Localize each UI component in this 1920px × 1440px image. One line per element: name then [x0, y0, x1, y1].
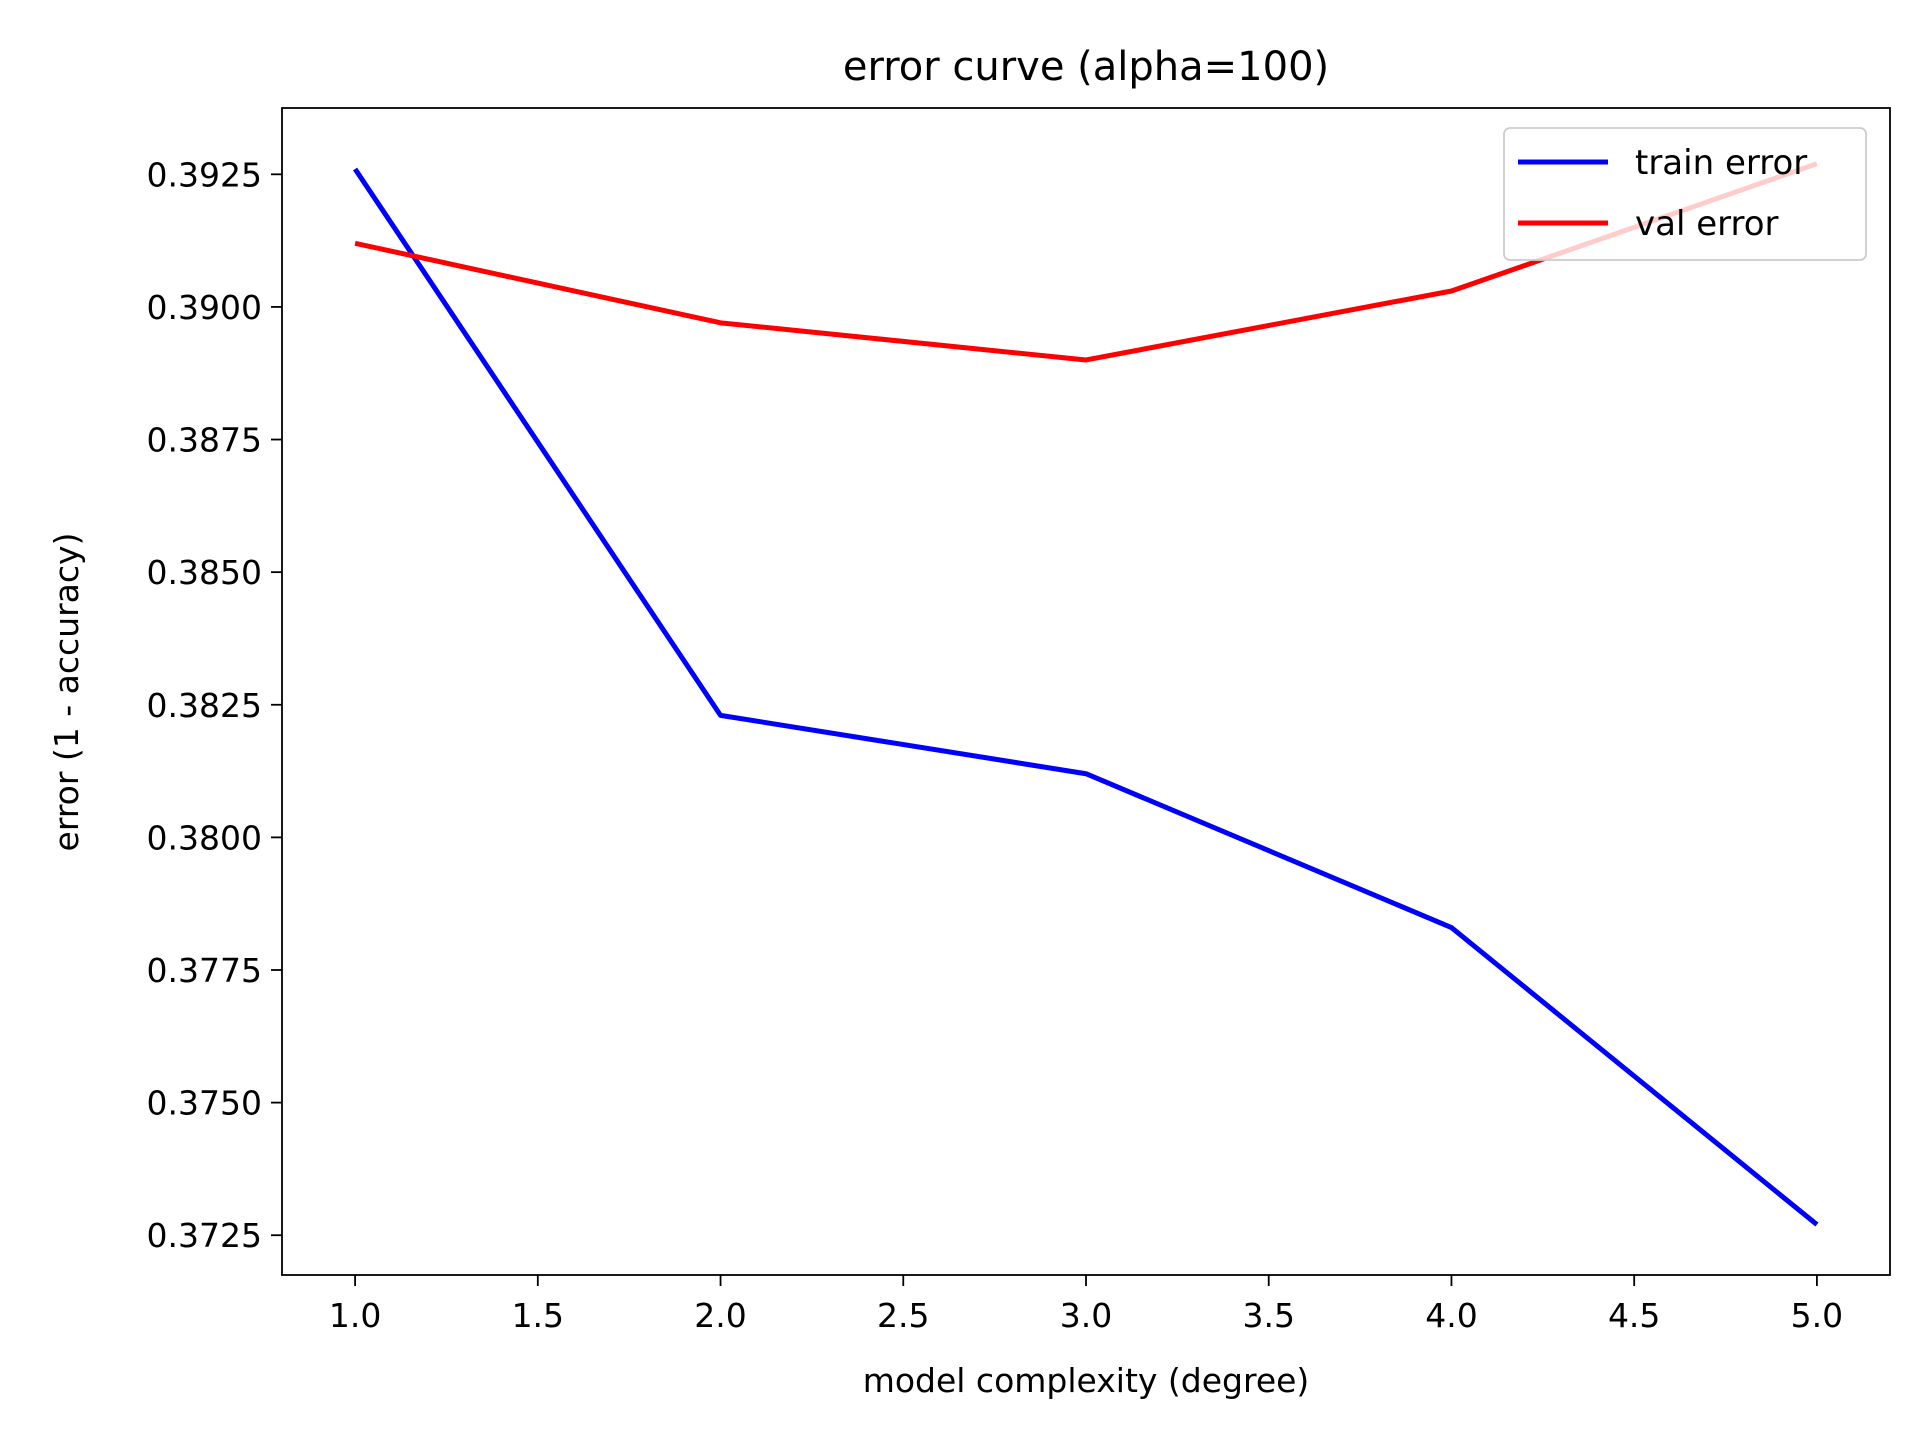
x-tick-label: 2.0 [694, 1296, 746, 1335]
data-point-val-error [353, 241, 358, 246]
legend: train error val error [1503, 127, 1867, 261]
x-axis-ticks: 1.0 1.5 2.0 2.5 3.0 3.5 4.0 4.5 5.0 [329, 1275, 1843, 1335]
chart-title: error curve (alpha=100) [843, 44, 1329, 90]
legend-label-train-error: train error [1635, 143, 1807, 183]
y-axis-ticks: 0.3725 0.3750 0.3775 0.3800 0.3825 0.3850 0.38… [147, 155, 282, 1255]
series-line-train-error [353, 167, 1819, 1227]
y-tick-label: 0.3800 [147, 818, 262, 857]
y-tick-label: 0.3925 [147, 155, 262, 194]
data-point-train-error [353, 167, 358, 172]
data-point-train-error [1084, 771, 1089, 776]
y-tick-label: 0.3775 [147, 951, 262, 990]
y-axis-label: error (1 - accuracy) [47, 533, 86, 852]
data-point-val-error [718, 320, 723, 325]
x-tick-label: 4.5 [1608, 1296, 1660, 1335]
y-tick-label: 0.3850 [147, 553, 262, 592]
x-tick-label: 3.0 [1060, 1296, 1112, 1335]
data-point-val-error [1449, 289, 1454, 294]
y-tick-label: 0.3725 [147, 1216, 262, 1255]
x-axis-label: model complexity (degree) [863, 1361, 1310, 1400]
data-point-train-error [1814, 1222, 1819, 1227]
x-tick-label: 3.5 [1242, 1296, 1294, 1335]
x-tick-label: 1.0 [329, 1296, 381, 1335]
data-point-val-error [1084, 357, 1089, 362]
x-tick-label: 1.5 [512, 1296, 564, 1335]
data-point-train-error [718, 713, 723, 718]
y-tick-label: 0.3750 [147, 1084, 262, 1123]
y-tick-label: 0.3825 [147, 686, 262, 725]
x-tick-label: 2.5 [877, 1296, 929, 1335]
x-tick-label: 4.0 [1425, 1296, 1477, 1335]
data-point-train-error [1449, 925, 1454, 930]
y-tick-label: 0.3900 [147, 288, 262, 327]
y-tick-label: 0.3875 [147, 421, 262, 460]
x-tick-label: 5.0 [1791, 1296, 1843, 1335]
legend-label-val-error: val error [1635, 204, 1779, 244]
